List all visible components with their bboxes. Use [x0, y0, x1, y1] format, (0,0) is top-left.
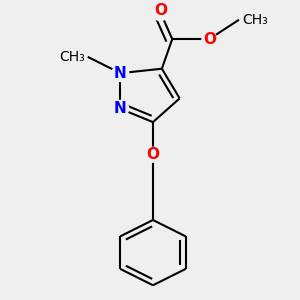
Circle shape — [202, 32, 217, 46]
Circle shape — [112, 65, 129, 82]
Circle shape — [152, 4, 169, 21]
Circle shape — [146, 147, 160, 162]
Text: O: O — [203, 32, 216, 46]
Circle shape — [112, 100, 129, 117]
Text: N: N — [114, 66, 127, 81]
Text: N: N — [114, 101, 127, 116]
Text: O: O — [154, 3, 167, 18]
Text: CH₃: CH₃ — [242, 13, 268, 27]
Text: CH₃: CH₃ — [59, 50, 85, 64]
Text: O: O — [146, 147, 160, 162]
